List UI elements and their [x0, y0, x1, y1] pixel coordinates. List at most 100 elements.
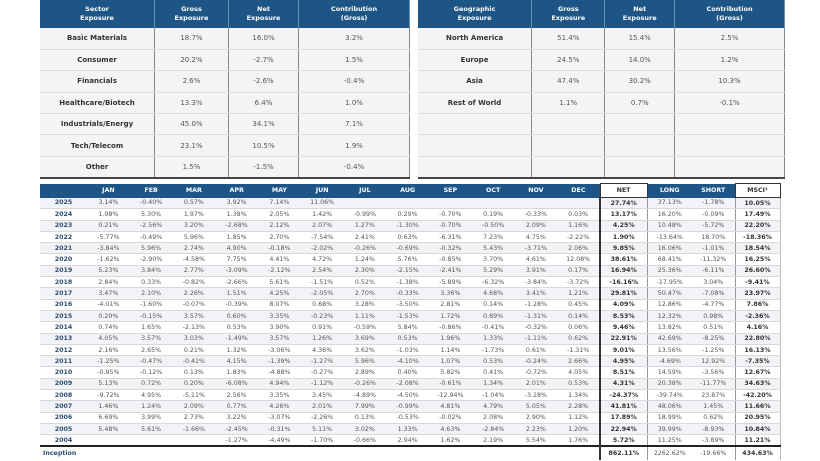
column-header: Gross Exposure [154, 0, 229, 28]
month-return: -2.12% [258, 265, 301, 278]
row-label: Basic Materials [40, 28, 156, 50]
month-return: -0.26% [343, 242, 387, 255]
cell: 0.7% [604, 92, 676, 115]
year-label: 2005 [40, 423, 87, 436]
column-header: AUG [386, 183, 429, 198]
month-return: 0.06% [557, 321, 600, 334]
month-return: -0.12% [129, 366, 173, 379]
msci-return: 10.84% [734, 423, 781, 436]
msci-return: 18.54% [734, 242, 781, 255]
msci-return: 23.97% [734, 287, 781, 300]
month-return: 1.97% [172, 208, 216, 221]
month-return: -0.72% [514, 366, 558, 379]
month-return: -7.54% [300, 231, 344, 244]
month-return [429, 197, 472, 210]
cell: 15.4% [604, 28, 676, 50]
geographic-exposure-table: Geographic Exposure Gross Exposure Net Exp… [418, 0, 785, 179]
cell: 23.1% [154, 134, 229, 157]
cell: 3.2% [298, 28, 410, 50]
msci-return: 16.13% [734, 344, 781, 357]
month-return: 1.51% [215, 287, 258, 300]
row-label: Consumer [40, 49, 156, 72]
net-return: 1.90% [599, 231, 648, 244]
table-row: Consumer 20.2% -2.7% 1.5% [40, 49, 410, 72]
month-return: 3.57% [129, 333, 173, 345]
column-header: OCT [471, 183, 515, 198]
month-return: 2.10% [129, 287, 173, 300]
long-return: -13.64% [647, 231, 692, 244]
long-return: 16.06% [647, 242, 692, 255]
month-return: 0.41% [471, 366, 515, 379]
month-return: 4.79% [471, 400, 515, 413]
month-return: 2.77% [172, 265, 216, 278]
month-return: 4.72% [300, 253, 344, 266]
month-return: -3.09% [215, 265, 258, 278]
short-return: -3.89% [692, 434, 735, 447]
year-label: 2006 [40, 412, 87, 424]
month-return: -1.49% [215, 333, 258, 345]
month-return: 2.94% [386, 434, 429, 447]
column-header: DEC [557, 183, 600, 198]
year-row: 2014 0.74% 1.65% -2.13% 0.53% 3.90% 0.91% -0.59… [40, 321, 781, 334]
month-return: -2.68% [215, 220, 258, 232]
net-return: 8.51% [599, 366, 648, 379]
month-return: -5.89% [429, 276, 472, 289]
long-return: 68.41% [647, 253, 692, 266]
month-return: 5.96% [343, 355, 387, 368]
column-header: NOV [514, 183, 558, 198]
month-return: 2.09% [514, 220, 558, 232]
long-return: 39.99% [647, 423, 692, 436]
month-return: 2.73% [172, 412, 216, 424]
month-return: -2.45% [215, 423, 258, 436]
table-row: Other 1.5% -1.5% -0.4% [40, 156, 410, 179]
column-header: Net Exposure [604, 0, 676, 28]
month-return: -0.41% [471, 321, 515, 334]
month-return: 2.28% [557, 400, 600, 413]
long-return: -39.74% [647, 389, 692, 402]
column-header: FEB [129, 183, 173, 198]
table-row: Rest of World 1.1% 0.7% -0.1% [418, 92, 785, 115]
month-return: -3.50% [386, 299, 429, 311]
column-header: NET [599, 183, 648, 198]
month-return: -0.24% [514, 355, 558, 368]
month-return: -12.94% [429, 389, 472, 402]
month-return: 2.89% [343, 366, 387, 379]
year-label: 2022 [40, 231, 87, 244]
short-return: -8.25% [692, 333, 735, 345]
cell: 10.5% [228, 134, 300, 157]
month-return: -0.02% [429, 412, 472, 424]
column-header: Contribution (Gross) [298, 0, 410, 28]
msci-return: 26.60% [734, 265, 781, 278]
month-return: 3.57% [258, 333, 301, 345]
cell: -0.4% [298, 156, 410, 179]
month-return: 0.45% [557, 299, 600, 311]
year-label: 2019 [40, 265, 87, 278]
month-return: 3.62% [343, 344, 387, 357]
month-return: -1.53% [386, 310, 429, 323]
table-row: Basic Materials 18.7% 16.0% 3.2% [40, 28, 410, 50]
month-return: 2.65% [129, 344, 173, 357]
cell: 1.5% [154, 156, 229, 179]
month-return: -2.56% [129, 220, 173, 232]
column-header: MSCI¹ [734, 183, 781, 198]
month-return: -0.15% [129, 310, 173, 323]
month-return: 3.35% [258, 389, 301, 402]
month-return: 5.84% [386, 321, 429, 334]
month-return: -1.31% [514, 310, 558, 323]
msci-return: 22.20% [734, 220, 781, 232]
month-return: 1.26% [300, 333, 344, 345]
cell: 2.5% [674, 28, 785, 50]
msci-return: 11.66% [734, 400, 781, 413]
month-return: 0.60% [215, 310, 258, 323]
month-return: 0.19% [471, 208, 515, 221]
month-return: 5.54% [514, 434, 558, 447]
month-return [514, 197, 558, 210]
month-return: -1.30% [386, 220, 429, 232]
column-header: Gross Exposure [531, 0, 606, 28]
month-return: 5.96% [129, 242, 173, 255]
cell: 13.3% [154, 92, 229, 115]
month-return: 4.61% [514, 253, 558, 266]
column-header: JUN [300, 183, 344, 198]
row-label: Financials [40, 70, 156, 93]
cell: 7.1% [298, 113, 410, 136]
